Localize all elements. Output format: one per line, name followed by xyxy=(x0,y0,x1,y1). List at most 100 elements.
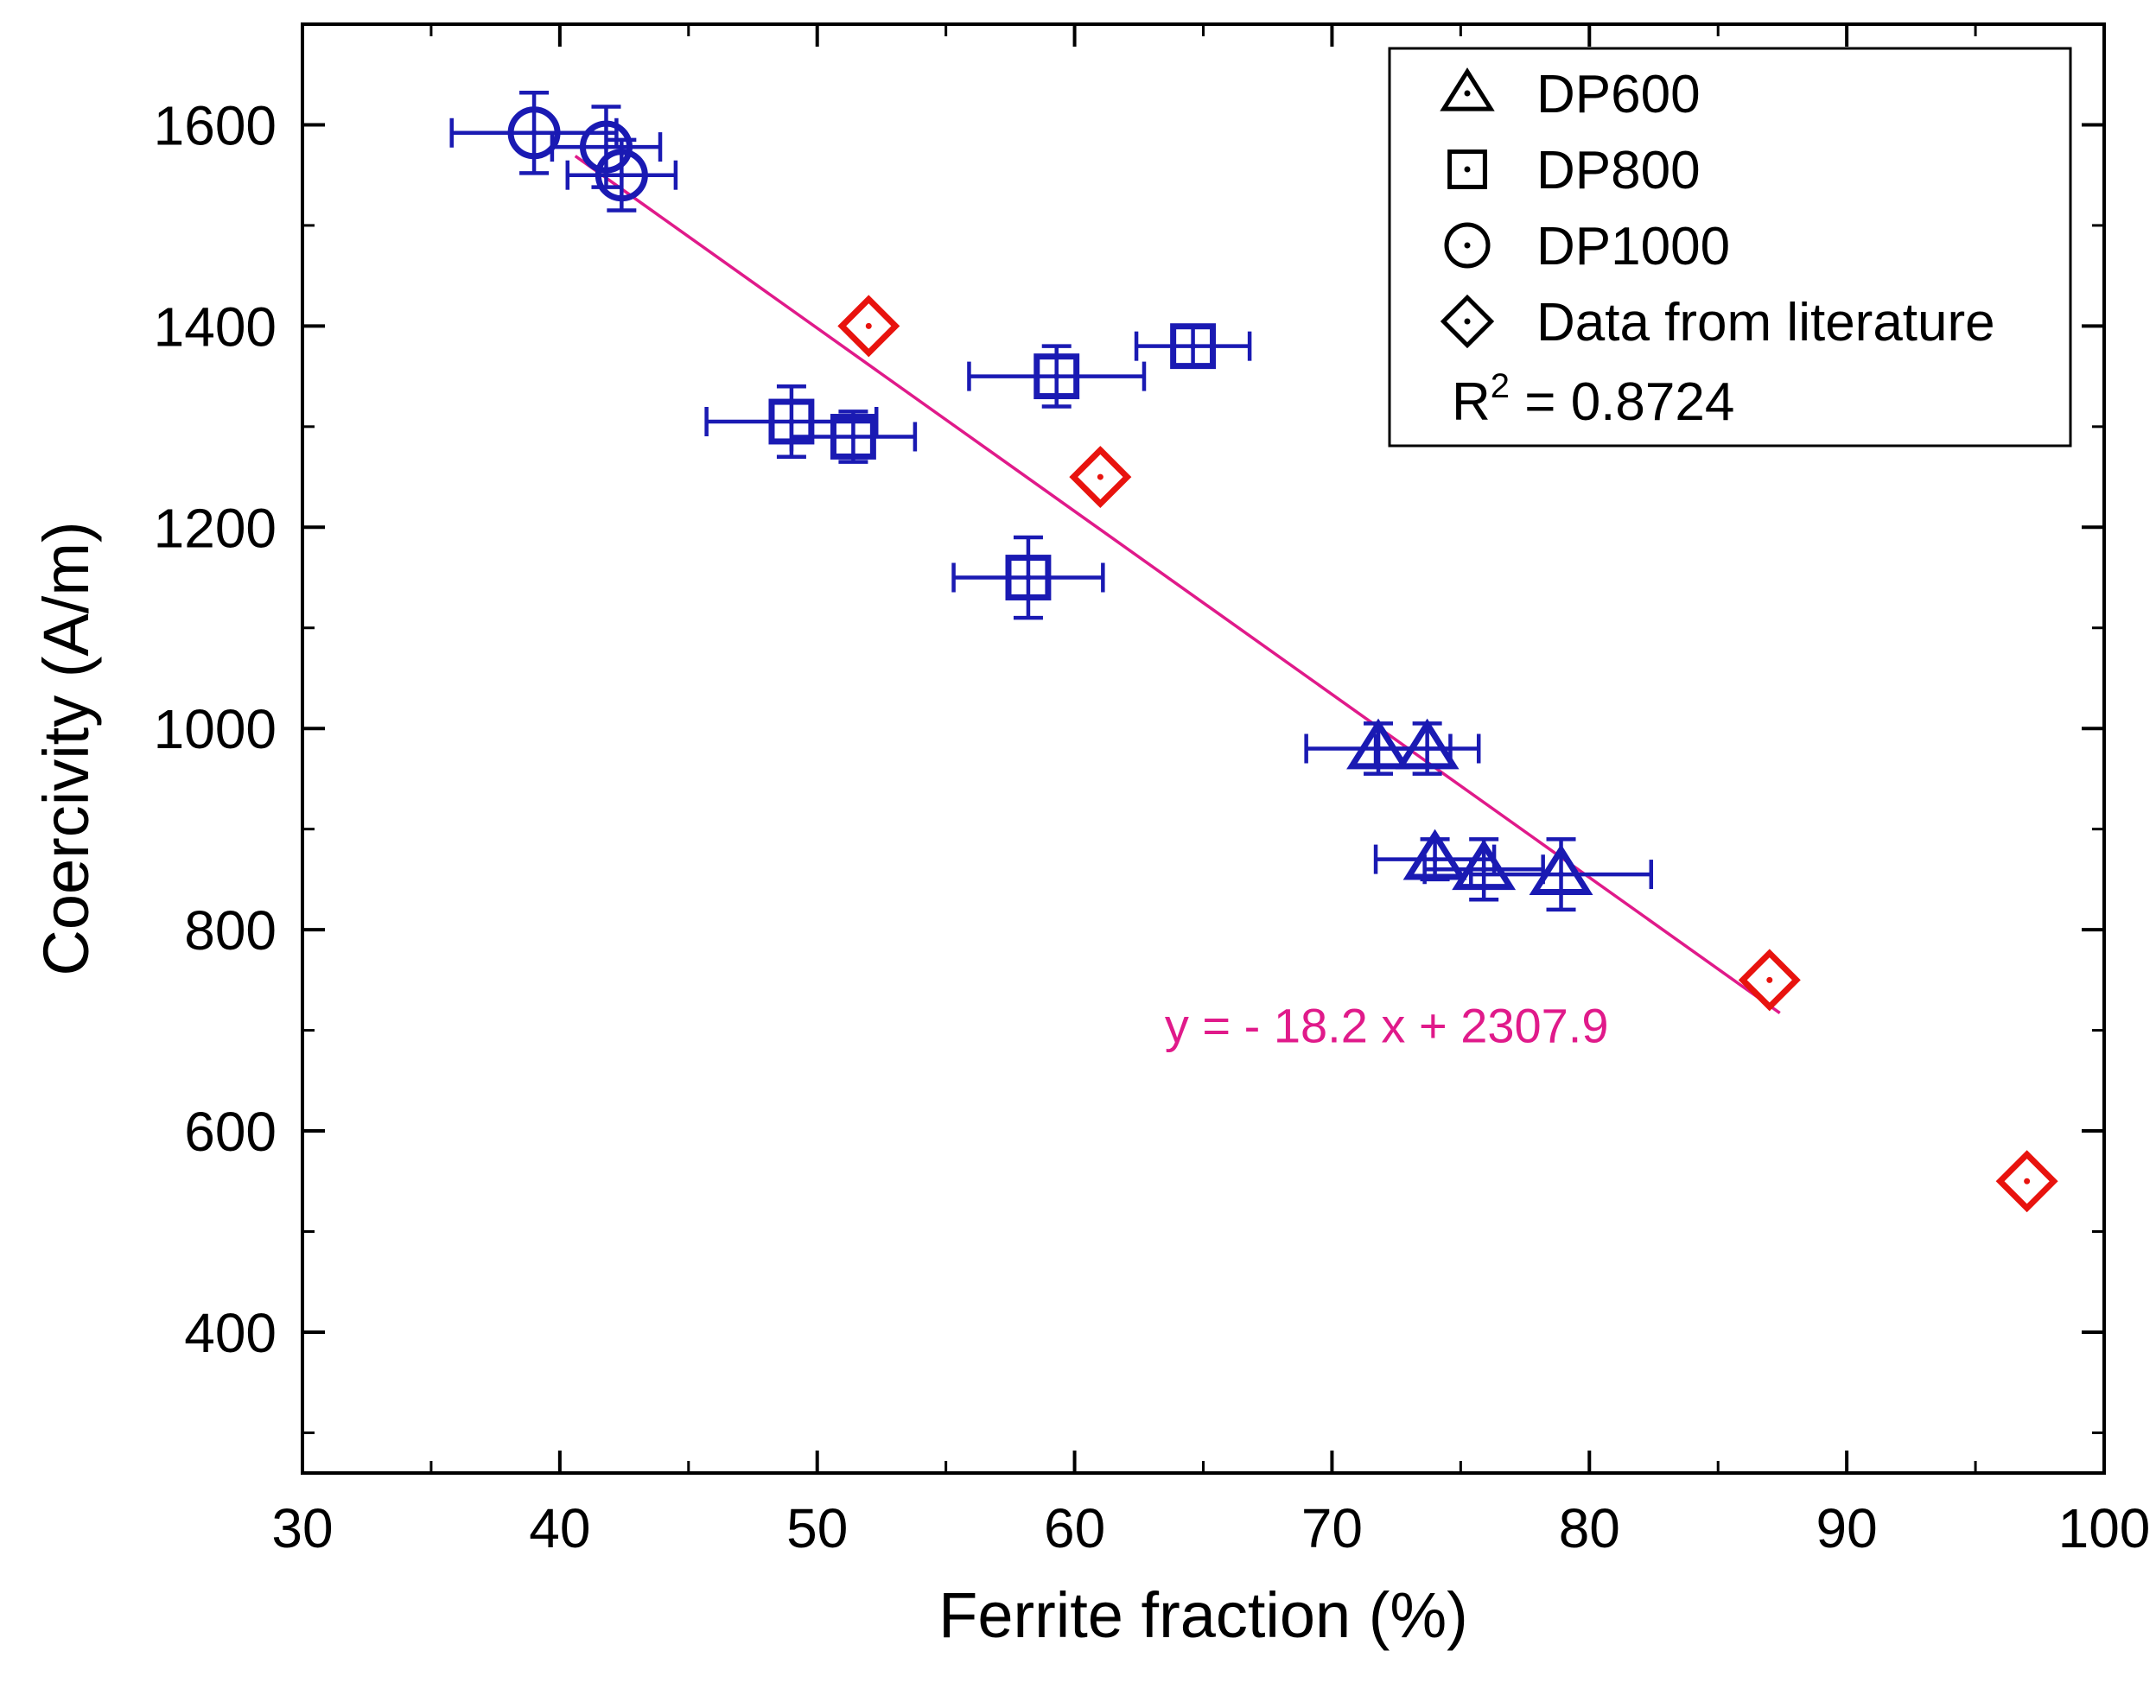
square-marker-shape xyxy=(1033,353,1080,400)
triangle-marker-shape xyxy=(1529,844,1593,895)
square-marker-shape xyxy=(1170,323,1217,370)
data-points-layer xyxy=(449,90,2058,1213)
legend-square-icon xyxy=(1447,149,1487,189)
dp600-point xyxy=(1373,829,1497,882)
legend-items: DP600 DP800 DP1000 Data from literature xyxy=(1440,65,1995,352)
marker-center-dot xyxy=(1432,856,1439,863)
marker-center-dot xyxy=(2024,1178,2031,1184)
diamond-marker-shape xyxy=(837,295,900,358)
square-marker-shape xyxy=(1447,149,1487,189)
triangle-marker xyxy=(1402,829,1467,880)
legend-diamond-icon xyxy=(1440,294,1495,349)
x-tick-label: 70 xyxy=(1301,1497,1363,1559)
diamond-marker-shape xyxy=(1738,949,1801,1012)
legend-label: DP800 xyxy=(1536,141,1701,200)
data-from-literature-point xyxy=(1069,446,1132,509)
regression-line xyxy=(574,155,1781,1014)
dp600-point xyxy=(1373,718,1481,776)
marker-center-dot xyxy=(1097,473,1103,480)
marker-center-dot xyxy=(1464,242,1471,249)
legend-r-squared: R2 = 0.8724 xyxy=(1452,367,1734,432)
x-tick-label: 50 xyxy=(786,1497,848,1559)
legend-triangle-icon xyxy=(1440,67,1495,111)
circle-marker-shape xyxy=(579,120,633,174)
legend-circle-icon xyxy=(1444,222,1491,269)
marker-center-dot xyxy=(1464,166,1471,173)
triangle-marker-shape xyxy=(1346,718,1410,770)
diamond-marker-shape xyxy=(1440,294,1495,349)
marker-center-dot xyxy=(618,172,625,179)
y-tick-label: 400 xyxy=(184,1302,277,1364)
y-tick-label: 800 xyxy=(184,899,277,962)
marker-center-dot xyxy=(602,143,609,150)
circle-marker xyxy=(595,149,648,202)
x-axis-title: Ferrite fraction (%) xyxy=(938,1579,1468,1651)
data-from-literature-point xyxy=(837,295,900,358)
marker-center-dot xyxy=(1424,746,1431,752)
x-tick-label: 30 xyxy=(271,1497,333,1559)
square-marker xyxy=(830,414,876,460)
diamond-marker xyxy=(1069,446,1132,509)
triangle-marker xyxy=(1529,844,1593,895)
triangle-marker xyxy=(1395,718,1460,770)
fit-line-layer xyxy=(574,155,1781,1014)
fit-equation-label: y = - 18.2 x + 2307.9 xyxy=(1165,999,1609,1053)
diamond-marker xyxy=(837,295,900,358)
marker-center-dot xyxy=(1480,866,1487,873)
circle-marker-shape xyxy=(507,106,561,160)
dp1000-point xyxy=(449,90,619,175)
y-tick-label: 1200 xyxy=(154,497,277,559)
legend-box xyxy=(1388,47,2072,448)
marker-center-dot xyxy=(1464,90,1471,97)
marker-center-dot xyxy=(1025,575,1032,581)
r2-symbol: R xyxy=(1452,372,1491,432)
dp800-point xyxy=(951,535,1105,620)
dp800-point xyxy=(1134,323,1252,370)
axis-ticks-layer: 30 40 50 60 70 80 90 100 400 600 800 1000 1200 1400 16… xyxy=(154,22,2151,1559)
triangle-marker-shape xyxy=(1440,67,1495,111)
x-tick-label: 90 xyxy=(1816,1497,1878,1559)
triangle-marker-shape xyxy=(1402,829,1467,880)
circle-marker-shape xyxy=(595,149,648,202)
data-from-literature-point xyxy=(1995,1150,2058,1213)
x-tick-label: 60 xyxy=(1044,1497,1105,1559)
data-from-literature-point xyxy=(1738,949,1801,1012)
legend-label: DP1000 xyxy=(1536,217,1730,276)
legend: DP600 DP800 DP1000 Data from literature R2 … xyxy=(1388,47,2072,448)
dp800-point xyxy=(967,344,1147,409)
marker-center-dot xyxy=(1190,343,1197,350)
marker-center-dot xyxy=(1558,871,1565,878)
circle-marker xyxy=(507,106,561,160)
dp800-point xyxy=(789,410,918,464)
y-tick-label: 1400 xyxy=(154,295,277,358)
circle-marker-shape xyxy=(1444,222,1491,269)
legend-label: Data from literature xyxy=(1536,293,1995,352)
marker-center-dot xyxy=(1464,318,1471,325)
diamond-marker xyxy=(1738,949,1801,1012)
x-tick-label: 100 xyxy=(2058,1497,2151,1559)
square-marker-shape xyxy=(830,414,876,460)
marker-center-dot xyxy=(865,322,872,329)
legend-label: DP600 xyxy=(1536,65,1701,124)
diamond-marker xyxy=(1995,1150,2058,1213)
x-tick-label: 40 xyxy=(529,1497,590,1559)
square-marker-shape xyxy=(1005,555,1052,600)
marker-center-dot xyxy=(531,130,537,137)
r2-superscript: 2 xyxy=(1491,367,1510,405)
y-tick-label: 1600 xyxy=(154,94,277,156)
triangle-marker-shape xyxy=(1395,718,1460,770)
square-marker xyxy=(1170,323,1217,370)
y-tick-label: 600 xyxy=(184,1101,277,1163)
marker-center-dot xyxy=(1053,373,1060,380)
dp1000-point xyxy=(565,137,678,213)
square-marker xyxy=(1005,555,1052,600)
r2-value: = 0.8724 xyxy=(1510,372,1734,432)
diamond-marker-shape xyxy=(1069,446,1132,509)
x-tick-label: 80 xyxy=(1559,1497,1620,1559)
dp600-point xyxy=(1469,837,1654,912)
circle-marker xyxy=(579,120,633,174)
y-tick-label: 1000 xyxy=(154,698,277,760)
y-axis-title: Coercivity (A/m) xyxy=(30,521,102,975)
square-marker xyxy=(1033,353,1080,400)
